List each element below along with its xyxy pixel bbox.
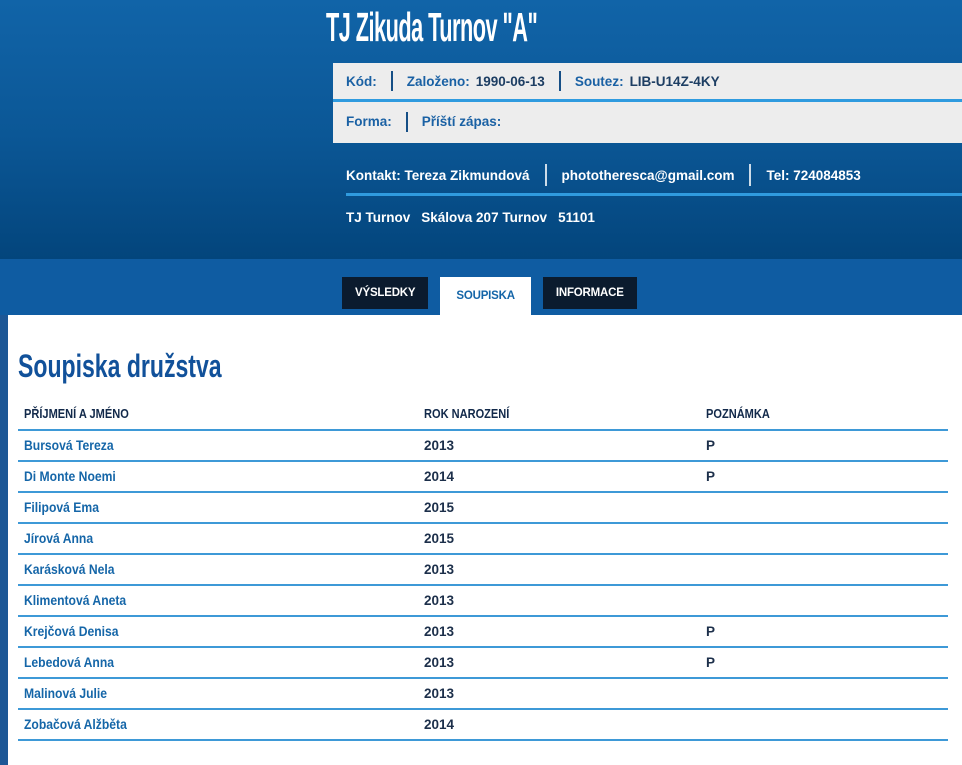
club-zip: 51101 bbox=[558, 209, 595, 225]
roster-table: PŘÍJMENÍ A JMÉNO ROK NAROZENÍ POZNÁMKA B… bbox=[18, 398, 948, 741]
birth-year-value: 2014 bbox=[424, 468, 455, 484]
roster-table-header: PŘÍJMENÍ A JMÉNO ROK NAROZENÍ POZNÁMKA bbox=[18, 398, 948, 431]
table-row: Zobačová Alžběta 2014 bbox=[18, 710, 948, 741]
table-row: Karásková Nela 2013 bbox=[18, 555, 948, 586]
team-info-box: Kód: Založeno: 1990-06-13 Soutez: LIB-U1… bbox=[333, 63, 962, 143]
divider bbox=[558, 71, 561, 91]
table-row: Lebedová Anna 2013 P bbox=[18, 648, 948, 679]
note-value: P bbox=[706, 437, 716, 453]
club-street: Skálova 207 Turnov bbox=[421, 209, 548, 225]
birth-year-value: 2013 bbox=[424, 685, 455, 701]
player-name-link[interactable]: Klimentová Aneta bbox=[24, 592, 127, 608]
zalozeno-value: 1990-06-13 bbox=[475, 73, 545, 89]
note-value: P bbox=[706, 623, 716, 639]
player-name-link[interactable]: Lebedová Anna bbox=[24, 654, 115, 670]
note-value: P bbox=[706, 654, 716, 670]
player-name-link[interactable]: Zobačová Alžběta bbox=[24, 716, 127, 732]
birth-year-value: 2013 bbox=[424, 592, 455, 608]
player-name-link[interactable]: Krejčová Denisa bbox=[24, 623, 119, 639]
table-row: Krejčová Denisa 2013 P bbox=[18, 617, 948, 648]
birth-year-value: 2015 bbox=[424, 530, 455, 546]
tab-vysledky[interactable]: VÝSLEDKY bbox=[342, 277, 429, 309]
player-name-link[interactable]: Karásková Nela bbox=[24, 561, 115, 577]
page-title: TJ Zikuda Turnov "A" bbox=[326, 4, 538, 50]
table-row: Malinová Julie 2013 bbox=[18, 679, 948, 710]
club-name: TJ Turnov bbox=[346, 209, 411, 225]
team-info-row-1: Kód: Založeno: 1990-06-13 Soutez: LIB-U1… bbox=[333, 63, 962, 102]
tab-label: VÝSLEDKY bbox=[355, 287, 416, 299]
column-header-year: ROK NAROZENÍ bbox=[424, 405, 510, 421]
tab-informace[interactable]: INFORMACE bbox=[542, 277, 637, 309]
divider bbox=[749, 164, 752, 186]
column-header-note: POZNÁMKA bbox=[706, 405, 770, 421]
zalozeno-label: Založeno: bbox=[406, 73, 470, 89]
tab-soupiska[interactable]: SOUPISKA bbox=[440, 277, 531, 315]
divider bbox=[405, 111, 408, 132]
column-header-name: PŘÍJMENÍ A JMÉNO bbox=[24, 405, 129, 421]
birth-year-value: 2013 bbox=[424, 654, 455, 670]
soutez-label: Soutez: bbox=[574, 73, 624, 89]
tab-label: INFORMACE bbox=[555, 287, 624, 299]
section-heading: Soupiska družstva bbox=[18, 348, 222, 384]
birth-year-value: 2013 bbox=[424, 437, 455, 453]
contact-phone: Tel: 724084853 bbox=[766, 167, 861, 183]
contact-name: Kontakt: Tereza Zikmundová bbox=[346, 167, 530, 183]
birth-year-value: 2015 bbox=[424, 499, 455, 515]
soutez-value: LIB-U14Z-4KY bbox=[629, 73, 720, 89]
team-header: TJ Zikuda Turnov "A" Kód: Založeno: 1990… bbox=[0, 0, 962, 259]
birth-year-value: 2014 bbox=[424, 716, 455, 732]
divider bbox=[390, 71, 393, 91]
contact-email-link[interactable]: phototheresca@gmail.com bbox=[561, 167, 735, 183]
divider bbox=[544, 164, 547, 186]
note-value: P bbox=[706, 468, 716, 484]
player-name-link[interactable]: Bursová Tereza bbox=[24, 437, 114, 453]
kod-label: Kód: bbox=[346, 73, 377, 89]
table-row: Bursová Tereza 2013 P bbox=[18, 431, 948, 462]
tab-label: SOUPISKA bbox=[456, 290, 515, 302]
birth-year-value: 2013 bbox=[424, 561, 455, 577]
table-row: Jírová Anna 2015 bbox=[18, 524, 948, 555]
team-info-row-2: Forma: Příští zápas: bbox=[333, 102, 962, 141]
contact-row: Kontakt: Tereza Zikmundová phototheresca… bbox=[346, 161, 861, 189]
table-row: Klimentová Aneta 2013 bbox=[18, 586, 948, 617]
table-row: Filipová Ema 2015 bbox=[18, 493, 948, 524]
address-row: TJ Turnov Skálova 207 Turnov 51101 bbox=[346, 205, 595, 229]
roster-section: Soupiska družstva PŘÍJMENÍ A JMÉNO ROK N… bbox=[0, 315, 962, 765]
pristi-zapas-label: Příští zápas: bbox=[421, 114, 502, 129]
player-name-link[interactable]: Malinová Julie bbox=[24, 685, 108, 701]
separator-line bbox=[346, 193, 962, 196]
roster-table-body: Bursová Tereza 2013 P Di Monte Noemi 2014 P Fi… bbox=[18, 431, 948, 741]
forma-label: Forma: bbox=[346, 114, 392, 129]
player-name-link[interactable]: Jírová Anna bbox=[24, 530, 94, 546]
table-row: Di Monte Noemi 2014 P bbox=[18, 462, 948, 493]
birth-year-value: 2013 bbox=[424, 623, 455, 639]
player-name-link[interactable]: Filipová Ema bbox=[24, 499, 99, 515]
player-name-link[interactable]: Di Monte Noemi bbox=[24, 468, 116, 484]
tab-bar: VÝSLEDKY SOUPISKA INFORMACE bbox=[0, 259, 962, 315]
